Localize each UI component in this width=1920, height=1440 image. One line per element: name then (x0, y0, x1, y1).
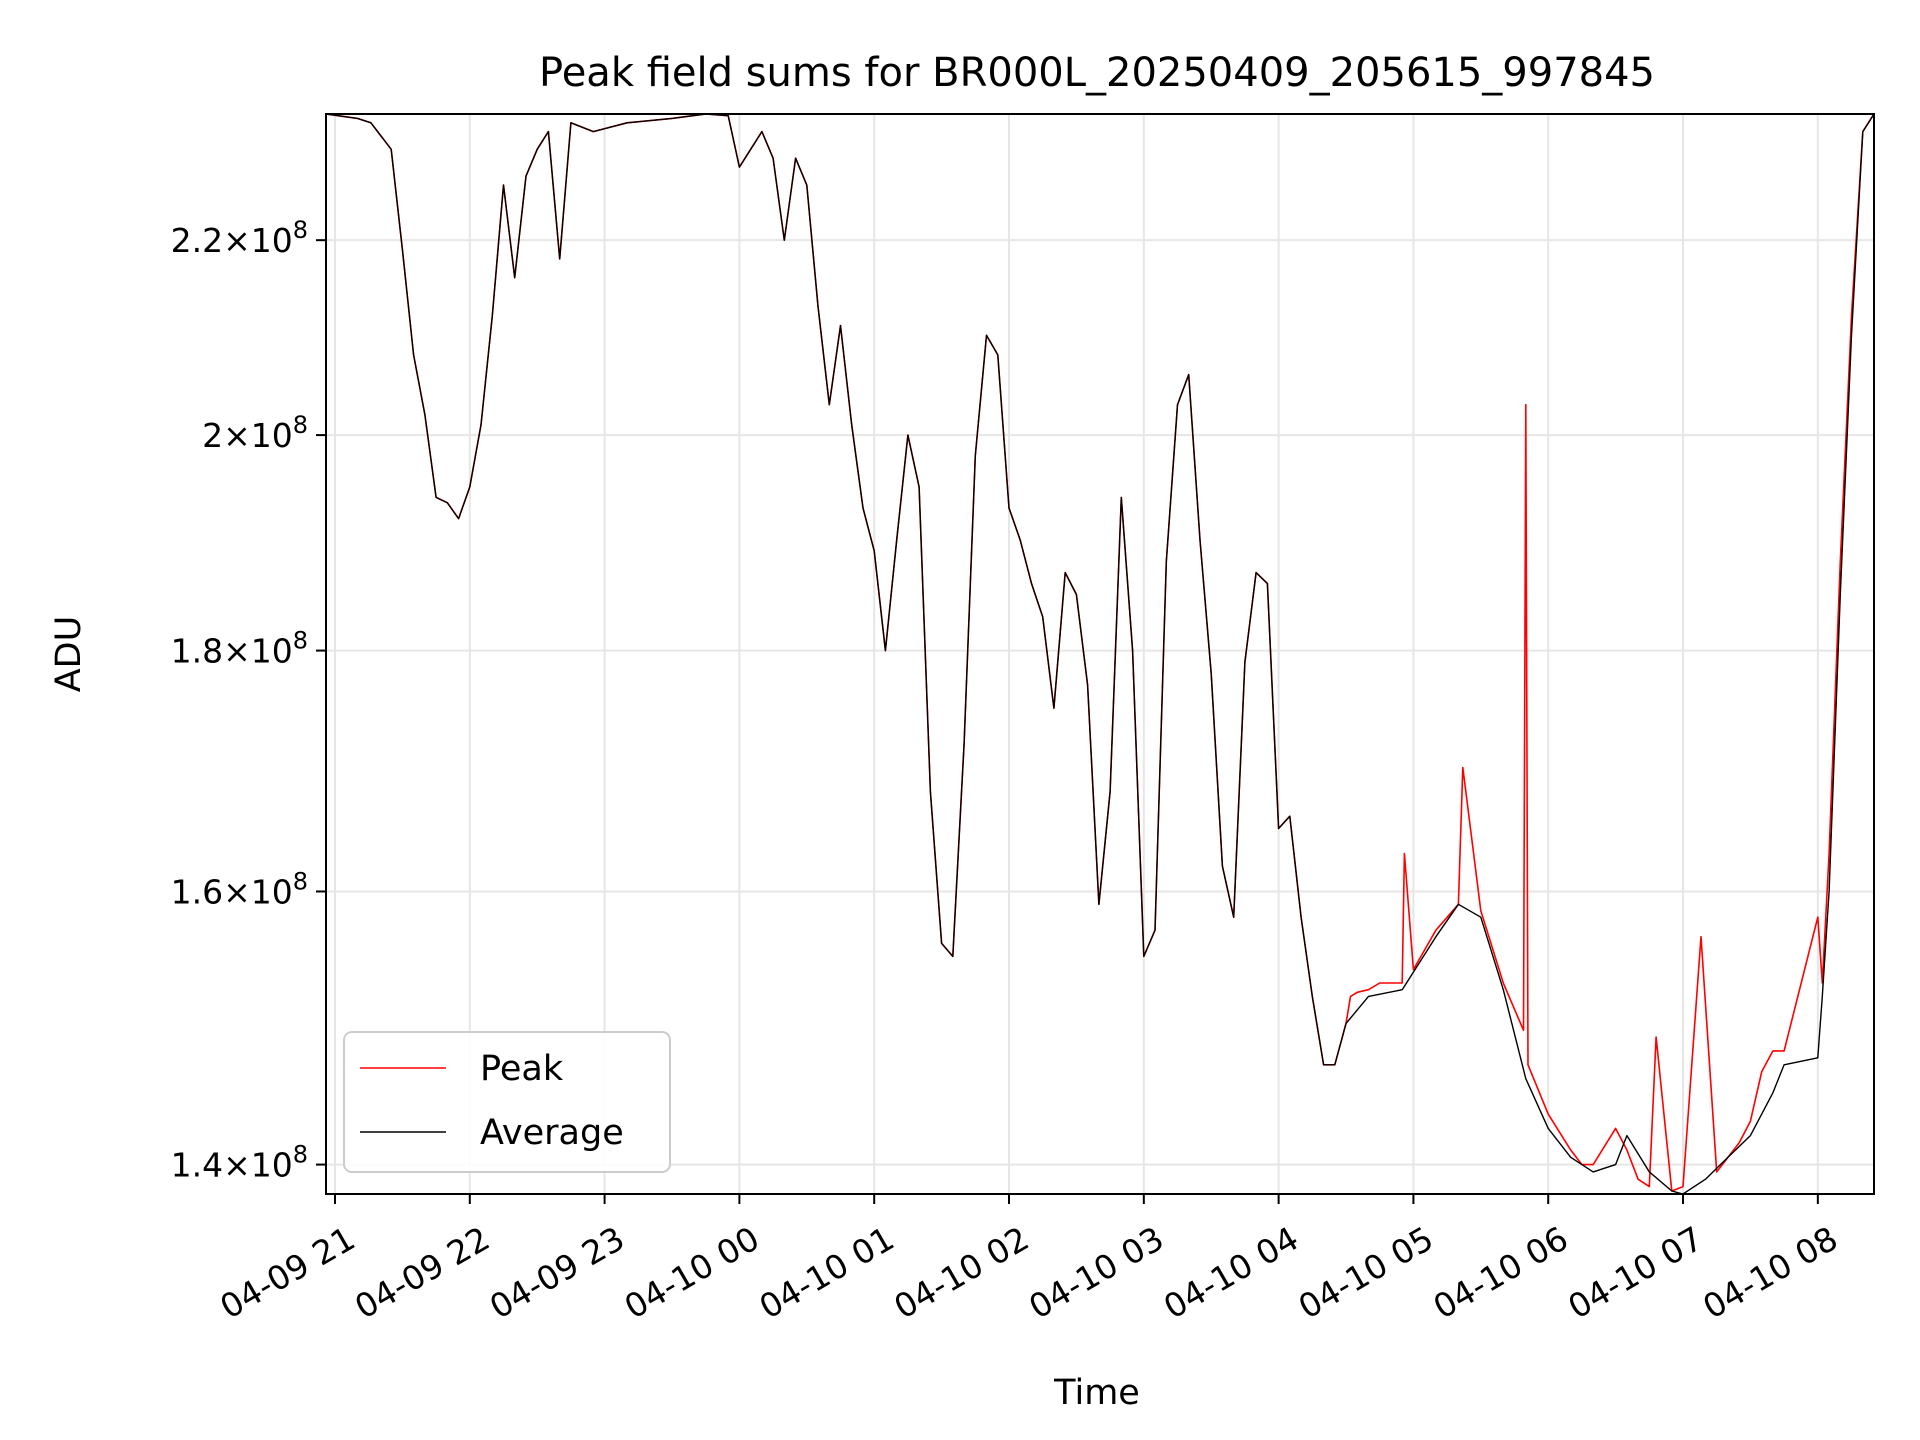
x-axis-label: Time (1053, 1373, 1140, 1413)
y-axis: 1.4×108 1.6×108 1.8×108 2×108 2.2×108 (171, 216, 326, 1184)
x-tick-label: 04-10 07 (1561, 1219, 1709, 1327)
x-tick-label: 04-10 08 (1696, 1219, 1844, 1327)
x-tick-label: 04-10 00 (618, 1219, 766, 1327)
legend: Peak Average (344, 1032, 670, 1172)
x-tick-label: 04-10 03 (1022, 1219, 1170, 1327)
x-tick-label: 04-09 23 (483, 1219, 631, 1327)
x-tick-label: 04-09 21 (213, 1219, 361, 1327)
y-axis-label: ADU (49, 616, 89, 693)
y-tick-label: 2.2×108 (171, 216, 308, 260)
x-tick-label: 04-10 02 (887, 1219, 1035, 1327)
series-line-peak (326, 114, 1874, 1191)
x-tick-label: 04-10 06 (1427, 1219, 1575, 1327)
legend-label-average: Average (480, 1113, 624, 1153)
chart-title: Peak field sums for BR000L_20250409_2056… (539, 50, 1655, 96)
y-tick-label: 1.4×108 (171, 1141, 308, 1185)
y-tick-label: 1.8×108 (171, 627, 308, 671)
y-tick-label: 1.6×108 (171, 867, 308, 911)
legend-label-peak: Peak (480, 1049, 564, 1089)
x-tick-label: 04-10 05 (1292, 1219, 1440, 1327)
x-tick-label: 04-10 04 (1157, 1219, 1305, 1327)
x-tick-label: 04-09 22 (348, 1219, 496, 1327)
y-tick-label: 2×108 (202, 411, 308, 455)
x-tick-label: 04-10 01 (753, 1219, 901, 1327)
